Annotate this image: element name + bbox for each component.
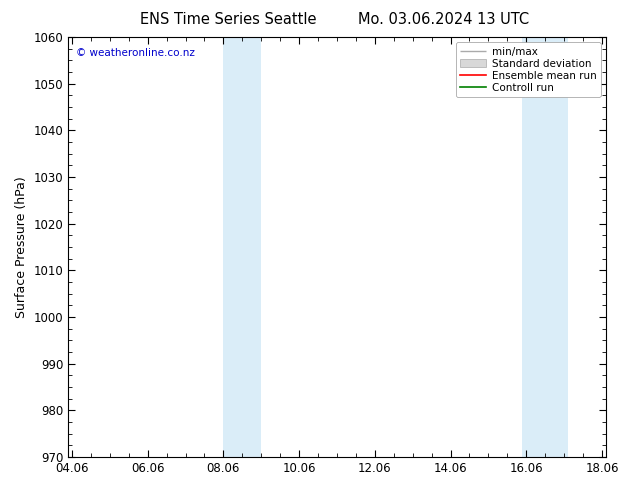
Text: Mo. 03.06.2024 13 UTC: Mo. 03.06.2024 13 UTC (358, 12, 529, 27)
Legend: min/max, Standard deviation, Ensemble mean run, Controll run: min/max, Standard deviation, Ensemble me… (456, 42, 600, 97)
Text: © weatheronline.co.nz: © weatheronline.co.nz (76, 48, 195, 58)
Bar (223, 37, 261, 457)
Bar (522, 37, 568, 457)
Y-axis label: Surface Pressure (hPa): Surface Pressure (hPa) (15, 176, 28, 318)
Text: ENS Time Series Seattle: ENS Time Series Seattle (140, 12, 316, 27)
